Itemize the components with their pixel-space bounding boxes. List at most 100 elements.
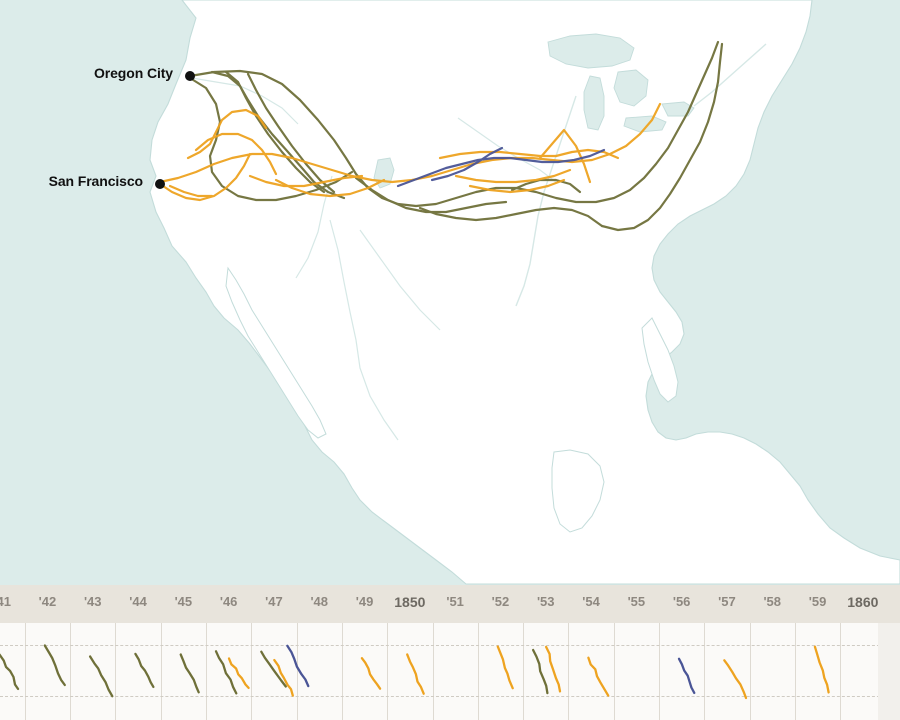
river-west-interior [329, 219, 399, 441]
oregon-trail-south-loop [418, 206, 604, 228]
timeline-tick-1851[interactable]: '51 [446, 594, 464, 609]
florida-peninsula [641, 317, 679, 403]
lake-michigan [583, 75, 605, 131]
sparkline-1856-mormon-trail [677, 657, 696, 695]
sparkline-1843-oregon-trail [88, 655, 114, 698]
mormon-trail-lines[interactable] [396, 146, 606, 188]
sparkline-1853-oregon-trail [531, 648, 549, 695]
mormon-trail-branch [430, 146, 504, 182]
timeline-tick-1848[interactable]: '48 [310, 594, 329, 609]
sparkline-1854-california-trail [587, 656, 610, 697]
oregon-trail-east-leg [510, 178, 582, 194]
timeline-separator-1859 [840, 623, 841, 720]
timeline-tick-1857[interactable]: '57 [718, 594, 736, 609]
river-rio-grande [359, 229, 441, 331]
california-trail-ne-peak [538, 128, 592, 184]
timeline-separator-1854 [614, 623, 615, 720]
timeline-separator-1848 [342, 623, 343, 720]
timeline-tick-1859[interactable]: '59 [808, 594, 827, 609]
timeline-separator-1852 [523, 623, 524, 720]
inland-water-group [191, 33, 767, 441]
sparkline-1845-oregon-trail [179, 653, 200, 694]
timeline-tick-1855[interactable]: '55 [627, 594, 646, 609]
river-mississippi [515, 95, 577, 307]
sparkline-1847-mormon-trail [286, 644, 310, 688]
timeline-tick-1844[interactable]: '44 [129, 594, 147, 609]
timeline-tick-1852[interactable]: '52 [491, 594, 510, 609]
oregon-trail-branch-e [354, 176, 508, 214]
timeline-tick-1858[interactable]: '58 [763, 594, 782, 609]
california-trail-east-c [468, 178, 566, 194]
baja-peninsula [225, 266, 327, 439]
sparkline-1859-california-trail [813, 645, 830, 694]
timeline-separator-1846 [251, 623, 252, 720]
sparkline-1842-oregon-trail [43, 644, 66, 687]
timeline-chart[interactable] [0, 623, 900, 720]
sparkline-1849-california-trail [360, 657, 382, 690]
city-label-oregon-city: Oregon City [93, 65, 173, 81]
california-trail-far-east [554, 148, 620, 160]
timeline-separator-1858 [795, 623, 796, 720]
sparkline-1852-california-trail [496, 645, 514, 690]
sparkline-1857-california-trail [723, 659, 748, 700]
timeline-tick-1849[interactable]: '49 [355, 594, 374, 609]
timeline-separator-1845 [206, 623, 207, 720]
california-trail-branch-south [274, 178, 386, 198]
sparkline-1847-california-trail [273, 658, 294, 697]
timeline-separator-1849 [387, 623, 388, 720]
sparkline-1846-oregon-trail [214, 650, 238, 695]
map-canvas [149, 0, 900, 585]
lake-erie [623, 115, 667, 133]
timeline-tick-1841[interactable]: '41 [0, 594, 11, 609]
timeline-gridline-upper [0, 645, 900, 646]
timeline-separator-1853 [568, 623, 569, 720]
timeline-separator-1844 [161, 623, 162, 720]
california-trail-north-loop [194, 132, 278, 176]
oregon-trail-branch-a [188, 76, 354, 202]
timeline-separator-1841 [25, 623, 26, 720]
river-columbia [191, 77, 299, 125]
lake-huron [613, 69, 649, 107]
oregon-trail-branch-d [246, 72, 336, 194]
timeline-tick-1846[interactable]: '46 [219, 594, 238, 609]
sparkline-1841-oregon-trail [0, 653, 20, 691]
timeline-separator-1857 [750, 623, 751, 720]
timeline-tick-1853[interactable]: '53 [536, 594, 555, 609]
timeline-tick-1850[interactable]: 1850 [394, 594, 426, 610]
timeline-tick-1843[interactable]: '43 [83, 594, 102, 609]
city-label-san-francisco: San Francisco [48, 173, 144, 189]
timeline-separator-1847 [297, 623, 298, 720]
sparkline-1850-california-trail [406, 653, 425, 695]
yucatan-peninsula [551, 449, 605, 533]
san-francisco-marker[interactable] [155, 179, 165, 189]
timeline-header: '41 '42 '43 '44 '45 '46 '47 '48 '49 1850 '51 '52 '53… [0, 585, 900, 623]
timeline-end-cap [878, 623, 900, 720]
sparkline-1847-oregon-trail [260, 650, 287, 688]
map-panel[interactable]: Oregon City San Francisco [0, 0, 900, 585]
timeline-tick-1842[interactable]: '42 [38, 594, 57, 609]
lake-superior [547, 33, 635, 69]
timeline-gridline-lower [0, 696, 900, 697]
timeline-separator-1851 [478, 623, 479, 720]
california-trail-sf-spur [158, 152, 252, 202]
sparkline-1853-california-trail [544, 645, 562, 693]
timeline-separator-1850 [433, 623, 434, 720]
oregon-city-marker[interactable] [185, 71, 195, 81]
timeline-tick-1860[interactable]: 1860 [847, 594, 879, 610]
timeline-tick-1845[interactable]: '45 [174, 594, 193, 609]
timeline-panel[interactable]: '41 '42 '43 '44 '45 '46 '47 '48 '49 1850 '51 '52 '53… [0, 585, 900, 720]
timeline-separator-1855 [659, 623, 660, 720]
timeline-separator-1842 [70, 623, 71, 720]
timeline-tick-1847[interactable]: '47 [265, 594, 283, 609]
california-trail-east-b [454, 168, 572, 184]
california-trail-branch-mid [248, 174, 364, 188]
river-saint-lawrence [693, 43, 767, 107]
timeline-tick-1854[interactable]: '54 [582, 594, 600, 609]
oregon-trail-branch-c [224, 70, 326, 194]
california-trail-sw-spur [168, 184, 214, 198]
oregon-trail-lines[interactable] [188, 40, 724, 232]
timeline-tick-1856[interactable]: '56 [672, 594, 691, 609]
california-trail-nevada [186, 108, 268, 160]
california-trail-east-a [438, 150, 558, 160]
